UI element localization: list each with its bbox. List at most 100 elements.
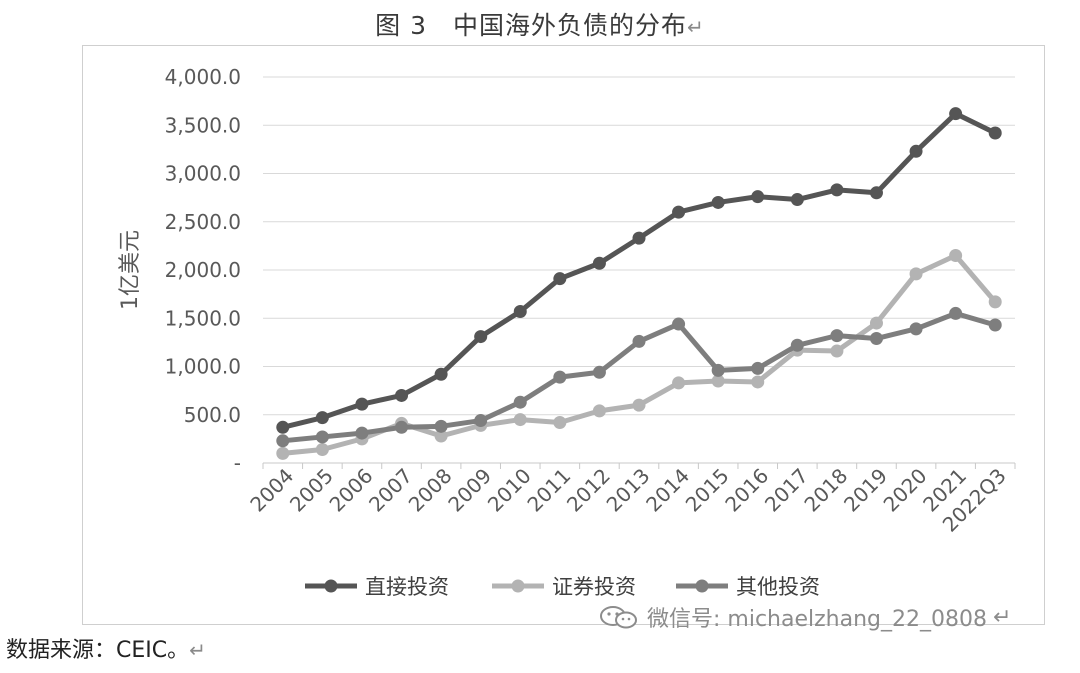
data-point (909, 322, 923, 336)
y-tick-label: 1,500.0 (165, 306, 241, 330)
data-point (276, 446, 290, 460)
legend-marker (695, 579, 709, 593)
data-point (434, 429, 448, 443)
data-point (395, 420, 409, 434)
data-point (988, 126, 1002, 140)
data-point (869, 186, 883, 200)
data-point (592, 365, 606, 379)
series-line (282, 253, 998, 456)
y-tick-label: 3,000.0 (165, 162, 241, 186)
data-point (830, 183, 844, 197)
data-point (553, 415, 567, 429)
y-tick-label: 1,000.0 (165, 355, 241, 379)
data-point (553, 272, 567, 286)
legend-item: 证券投资 (492, 575, 636, 599)
series-line (282, 310, 996, 444)
data-point (909, 144, 923, 158)
data-point (315, 430, 329, 444)
y-tick-label: - (234, 451, 241, 475)
data-point (632, 231, 646, 245)
watermark-text: 微信号: michaelzhang_22_0808 (647, 607, 987, 632)
data-point (592, 404, 606, 418)
gridlines (263, 76, 1015, 464)
y-tick-labels: - 500.0 1,000.0 1,500.0 2,000.0 2,500.0 3,000.… (165, 65, 241, 475)
data-point (315, 411, 329, 425)
legend-marker (511, 579, 525, 593)
data-point (315, 442, 329, 456)
data-point (474, 414, 488, 428)
data-point (830, 344, 844, 358)
x-tick-label: 2009 (443, 464, 496, 517)
data-point (474, 330, 488, 344)
data-point (988, 318, 1002, 332)
y-tick-label: 2,500.0 (165, 210, 241, 234)
series-1 (276, 107, 1002, 434)
return-mark: ↵ (189, 638, 206, 662)
data-point (672, 376, 686, 390)
data-point (355, 426, 369, 440)
y-axis-label: 1亿美元 (118, 230, 143, 310)
data-point (790, 193, 804, 207)
data-point (909, 267, 923, 281)
data-point (434, 419, 448, 433)
data-point (276, 420, 290, 434)
data-point (513, 304, 527, 318)
legend-item: 直接投资 (305, 575, 449, 599)
data-point (830, 329, 844, 343)
x-tick-label: 2013 (602, 464, 655, 517)
x-tick-label: 2014 (641, 464, 694, 517)
figure-number: 图 3 (375, 11, 428, 40)
legend-marker (324, 579, 338, 593)
legend-label: 证券投资 (552, 575, 636, 599)
data-point (592, 256, 606, 270)
y-tick-label: 3,500.0 (165, 113, 241, 137)
data-point (869, 316, 883, 330)
x-tick-label: 2019 (839, 464, 892, 517)
legend-label: 其他投资 (736, 575, 820, 599)
return-mark: ↵ (687, 15, 705, 39)
x-tick-label: 2008 (404, 464, 457, 517)
figure-title: 图 3 中国海外负债的分布↵ (0, 6, 1080, 42)
data-point (711, 363, 725, 377)
x-tick-label: 2015 (681, 464, 734, 517)
data-point (988, 295, 1002, 309)
data-point (276, 434, 290, 448)
data-point (751, 375, 765, 389)
legend: 直接投资 证券投资 其他投资 (305, 575, 820, 599)
y-tick-label: 500.0 (184, 403, 241, 427)
x-tick-label: 2016 (720, 464, 773, 517)
data-point (395, 388, 409, 402)
x-tick-label: 2010 (483, 464, 536, 517)
wechat-icon (600, 606, 637, 629)
x-tick-label: 2012 (562, 464, 615, 517)
x-tick-label: 2011 (522, 464, 575, 517)
data-point (751, 361, 765, 375)
x-tick-label: 2020 (879, 464, 932, 517)
data-point (790, 338, 804, 352)
x-tick-label: 2018 (799, 464, 852, 517)
data-source: 数据来源：CEIC。↵ (6, 632, 206, 664)
series-3 (276, 306, 1002, 448)
data-point (513, 395, 527, 409)
data-point (751, 190, 765, 204)
figure-title-text: 中国海外负债的分布 (453, 11, 688, 40)
series-lines (276, 107, 1002, 460)
legend-label: 直接投资 (365, 575, 449, 599)
data-point (672, 317, 686, 331)
data-source-text: 数据来源：CEIC。 (6, 638, 190, 663)
data-point (949, 306, 963, 320)
data-point (632, 398, 646, 412)
legend-item: 其他投资 (676, 575, 820, 599)
y-tick-label: 4,000.0 (165, 65, 241, 89)
data-point (949, 107, 963, 121)
chart-frame (82, 45, 1045, 625)
x-tick-label: 2005 (285, 464, 338, 517)
data-point (711, 374, 725, 388)
watermark: 微信号: michaelzhang_22_0808 ↵ (597, 601, 1011, 633)
x-tick-label: 2007 (364, 464, 417, 517)
data-point (553, 370, 567, 384)
data-point (949, 249, 963, 263)
data-point (632, 334, 646, 348)
data-point (711, 195, 725, 209)
